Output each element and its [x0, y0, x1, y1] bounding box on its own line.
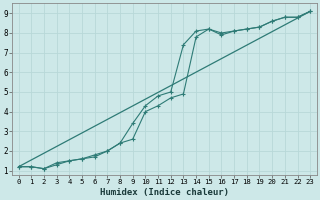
X-axis label: Humidex (Indice chaleur): Humidex (Indice chaleur): [100, 188, 229, 197]
